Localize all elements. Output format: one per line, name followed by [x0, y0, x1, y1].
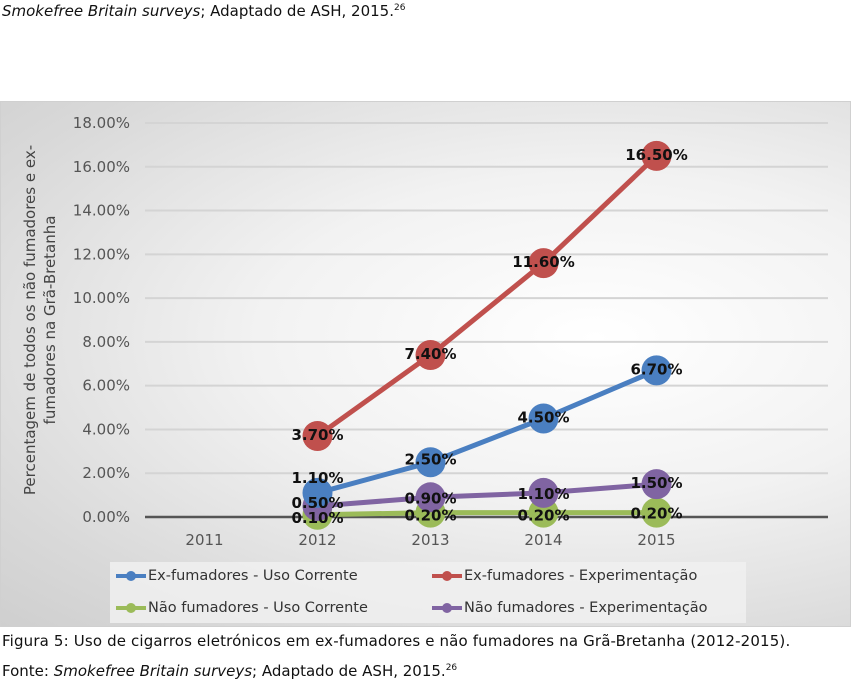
legend-swatch: [432, 571, 462, 581]
legend-item-ex-exp: Ex-fumadores - Experimentação: [432, 568, 697, 584]
data-label: 0.50%: [291, 494, 343, 512]
source-rest: ; Adaptado de ASH, 2015.: [200, 2, 394, 20]
data-label: 4.50%: [517, 409, 569, 427]
x-tick-label: 2015: [637, 531, 675, 549]
data-point: [641, 140, 672, 171]
data-label: 0.90%: [404, 489, 456, 507]
legend-swatch: [116, 571, 146, 581]
y-tick-label: 16.00%: [73, 158, 130, 176]
y-axis-title-line-2: fumadores na Grã-Bretanha: [41, 215, 59, 425]
data-label: 2.50%: [404, 450, 456, 468]
source-italic: Smokefree Britain surveys: [2, 2, 201, 20]
y-tick-label: 8.00%: [82, 333, 130, 351]
x-tick-label: 2013: [411, 531, 449, 549]
legend-label: Não fumadores - Uso Corrente: [148, 600, 368, 616]
y-axis-title-line-1: Percentagem de todos os não fumadores e …: [21, 144, 39, 496]
legend-swatch: [432, 603, 462, 613]
data-label: 6.70%: [630, 360, 682, 378]
source-prefix: Fonte:: [2, 662, 54, 680]
data-label: 3.70%: [291, 426, 343, 444]
legend-label: Ex-fumadores - Experimentação: [464, 568, 698, 584]
data-point: [528, 403, 559, 434]
y-axis-title: Percentagem de todos os não fumadores e …: [20, 130, 60, 510]
data-label: 0.10%: [291, 509, 343, 527]
data-point: [528, 248, 559, 279]
series-line: [317, 481, 657, 509]
series-line: [317, 510, 657, 518]
x-tick-label: 2011: [185, 531, 223, 549]
legend-item-nao-exp: Não fumadores - Experimentação: [432, 600, 708, 616]
data-label: 16.50%: [625, 146, 687, 164]
x-tick-label: 2012: [298, 531, 336, 549]
legend-label: Não fumadores - Experimentação: [464, 600, 708, 616]
data-point: [415, 447, 446, 478]
y-tick-label: 6.00%: [82, 377, 130, 395]
legend: Ex-fumadores - Uso Corrente Ex-fumadores…: [110, 562, 746, 623]
source-rest: ; Adaptado de ASH, 2015.: [252, 662, 446, 680]
y-tick-label: 2.00%: [82, 464, 130, 482]
data-label: 0.20%: [517, 507, 569, 525]
source-italic: Smokefree Britain surveys: [53, 662, 253, 680]
data-label: 0.20%: [404, 507, 456, 525]
legend-item-nao-uso: Não fumadores - Uso Corrente: [116, 600, 368, 616]
data-point: [528, 477, 559, 508]
y-tick-label: 18.00%: [73, 114, 130, 132]
figure-source: Fonte: Smokefree Britain surveys; Adapta…: [2, 662, 457, 680]
series-line: [316, 368, 658, 496]
data-label: 1.50%: [630, 474, 682, 492]
data-point: [641, 355, 672, 386]
data-label: 11.60%: [512, 253, 574, 271]
data-point: [641, 497, 672, 528]
figure-caption: Figura 5: Uso de cigarros eletrónicos em…: [2, 632, 791, 650]
top-source-line: Smokefree Britain surveys; Adaptado de A…: [2, 2, 405, 20]
series-line: [316, 154, 659, 439]
data-point: [302, 477, 333, 508]
legend-item-ex-uso: Ex-fumadores - Uso Corrente: [116, 568, 358, 584]
source-sup: 26: [445, 663, 458, 673]
y-tick-label: 4.00%: [82, 420, 130, 438]
data-point: [302, 421, 333, 452]
data-point: [641, 469, 672, 500]
source-sup: 26: [393, 3, 406, 13]
data-label: 0.20%: [630, 505, 682, 523]
y-tick-label: 14.00%: [73, 202, 130, 220]
y-tick-label: 10.00%: [73, 289, 130, 307]
data-label: 7.40%: [404, 345, 456, 363]
y-tick-label: 0.00%: [82, 508, 130, 526]
legend-label: Ex-fumadores - Uso Corrente: [148, 568, 358, 584]
data-point: [415, 482, 446, 513]
legend-swatch: [116, 603, 146, 613]
x-tick-label: 2014: [524, 531, 562, 549]
data-point: [415, 340, 446, 371]
data-label: 1.10%: [291, 469, 343, 487]
data-label: 1.10%: [517, 485, 569, 503]
y-tick-label: 12.00%: [73, 245, 130, 263]
